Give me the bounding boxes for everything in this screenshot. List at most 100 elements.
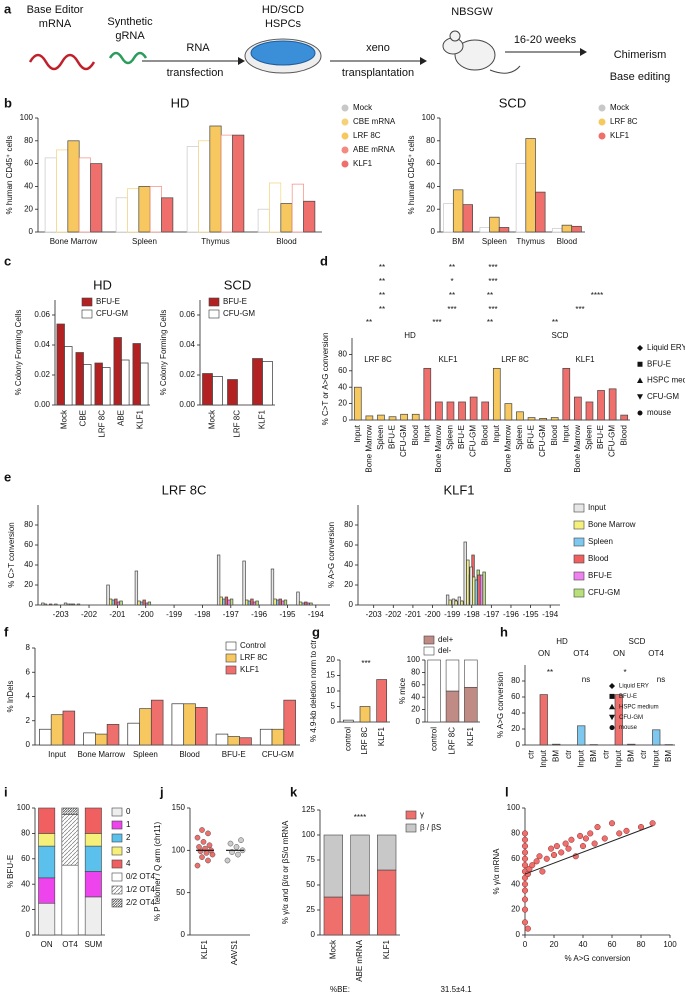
legend-label: BFU-E — [96, 297, 120, 306]
bar — [464, 542, 467, 605]
legend-symbol — [82, 310, 92, 318]
x-tick-label: -200 — [425, 610, 442, 619]
y-tick-label: 60 — [511, 854, 520, 863]
annotation: ** — [379, 291, 385, 300]
bar — [483, 572, 486, 605]
x-tick-label: Spleen — [585, 425, 594, 450]
bar — [77, 604, 80, 605]
x-tick-label: BFU-E — [527, 425, 536, 449]
bar — [470, 567, 473, 605]
bar — [284, 600, 287, 605]
x-tick-label: -198 — [464, 610, 481, 619]
bar — [553, 744, 561, 745]
y-tick-label: 0 — [516, 740, 521, 749]
y-axis-label: % BFU-E — [6, 855, 15, 888]
bar — [148, 602, 151, 605]
y-tick-label: 20 — [338, 399, 347, 408]
point — [522, 920, 528, 926]
bar — [343, 720, 353, 722]
x-tick-label: CFU-GM — [608, 425, 617, 457]
y-tick-label: 100 — [172, 845, 186, 854]
x-tick-label: Spleen — [133, 750, 158, 759]
legend-label: BFU-E — [619, 694, 637, 700]
chart-title: KLF1 — [443, 482, 474, 497]
diagram: a Base Editor mRNA Synthetic gRNA RNA tr… — [4, 1, 670, 82]
panel-label: i — [4, 784, 8, 799]
bar — [452, 599, 455, 605]
x-tick-label: Input — [614, 749, 623, 768]
bar — [145, 603, 148, 605]
bar — [258, 209, 269, 232]
y-tick-label: 50 — [176, 888, 185, 897]
legend-symbol — [599, 133, 606, 140]
bar — [162, 198, 173, 232]
bar — [284, 700, 296, 745]
bar — [354, 387, 361, 420]
point — [609, 820, 615, 826]
legend-label: LRF 8C — [240, 653, 268, 662]
bar-segment — [62, 808, 78, 814]
x-tick-label: ctr — [639, 750, 648, 759]
legend-label: 1/2 OT4 — [126, 885, 155, 894]
annotation: *** — [361, 659, 370, 668]
y-tick-label: 40 — [24, 560, 33, 569]
bar — [133, 344, 141, 406]
y-tick-label: 60 — [411, 680, 420, 689]
y-tick-label: 6 — [26, 667, 31, 676]
diagram-label: xeno — [366, 42, 390, 54]
x-tick-label: LRF 8C — [98, 410, 107, 438]
y-tick-label: 0 — [331, 717, 336, 726]
y-tick-label: 80 — [21, 829, 30, 838]
annotation: ** — [379, 277, 385, 286]
y-tick-label: 60 — [24, 159, 33, 168]
y-tick-label: 40 — [511, 879, 520, 888]
bar — [535, 192, 545, 232]
x-tick-label: Bone Marrow — [364, 425, 373, 473]
y-tick-label: 80 — [511, 829, 520, 838]
bar — [310, 603, 313, 605]
bar — [49, 604, 52, 605]
bar — [455, 601, 458, 605]
x-tick-label: CBE — [79, 410, 88, 426]
y-tick-label: 20 — [511, 905, 520, 914]
point — [587, 831, 593, 837]
x-tick-label: Blood — [619, 425, 628, 445]
x-tick-label: -201 — [405, 610, 422, 619]
legend-symbol — [638, 411, 643, 416]
y-tick-label: 0 — [343, 415, 348, 424]
x-tick-label: ctr — [564, 750, 573, 759]
bar-segment — [428, 660, 441, 722]
bar — [505, 404, 512, 420]
bar — [187, 147, 198, 233]
x-tick-label: Bone Marrow — [573, 425, 582, 473]
annotation: **** — [354, 813, 366, 822]
legend-symbol — [599, 105, 606, 112]
x-tick-label: Input — [422, 424, 431, 443]
y-tick-label: 0 — [26, 930, 31, 939]
x-tick-label: -195 — [279, 610, 296, 619]
x-tick-label: Spleen — [376, 425, 385, 450]
y-tick-label: 20 — [426, 204, 435, 213]
legend-symbol — [574, 589, 584, 597]
bar — [63, 711, 75, 745]
legend-symbol — [112, 834, 122, 842]
annotation: HD — [404, 331, 416, 340]
x-tick-label: Spleen — [446, 425, 455, 450]
point — [196, 844, 201, 849]
point — [199, 827, 204, 832]
bar — [151, 700, 163, 745]
x-tick-label: ABE — [117, 410, 126, 426]
x-tick-label: SUM — [84, 940, 102, 949]
cells-icon — [251, 41, 315, 65]
bar — [389, 417, 396, 420]
bar — [528, 418, 535, 420]
bar — [499, 227, 509, 232]
point — [205, 858, 210, 863]
x-tick-label: Spleen — [515, 425, 524, 450]
point — [225, 858, 230, 863]
bar-segment — [446, 660, 459, 691]
bar — [230, 599, 233, 605]
bar — [274, 599, 277, 605]
x-tick-label: -198 — [194, 610, 211, 619]
y-tick-label: 75 — [306, 855, 315, 864]
